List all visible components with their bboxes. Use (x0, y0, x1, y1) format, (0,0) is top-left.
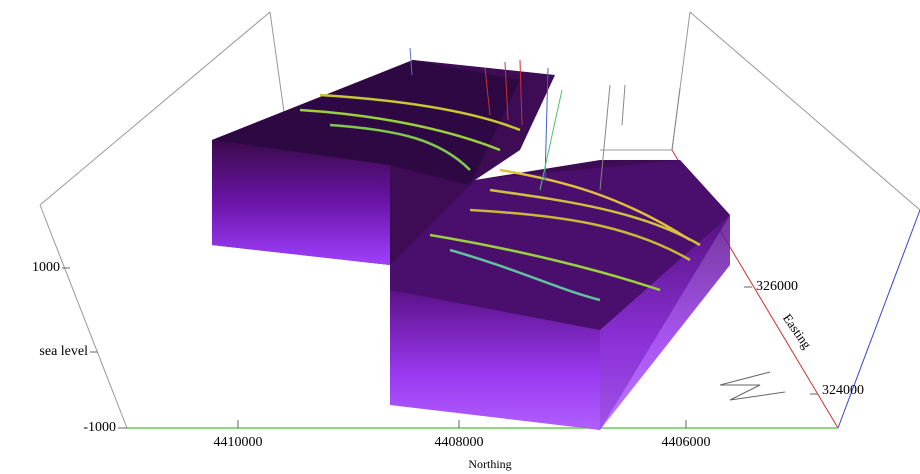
northing-tick-label: 4410000 (214, 435, 263, 450)
easting-title: Easting (780, 311, 815, 352)
northing-title: Northing (468, 457, 511, 471)
north-arrow (720, 372, 785, 400)
vertical-tick-label: sea level (39, 344, 88, 359)
scene-view: 1000 sea level -1000 4410000 4408000 440… (0, 0, 920, 474)
easting-tick-label: 324000 (822, 383, 864, 398)
northing-tick-label: 4406000 (662, 435, 711, 450)
easting-tick-label: 326000 (756, 279, 798, 294)
vertical-tick-label: -1000 (83, 420, 116, 435)
vertical-tick-label: 1000 (32, 260, 60, 275)
northing-tick-label: 4408000 (435, 435, 484, 450)
